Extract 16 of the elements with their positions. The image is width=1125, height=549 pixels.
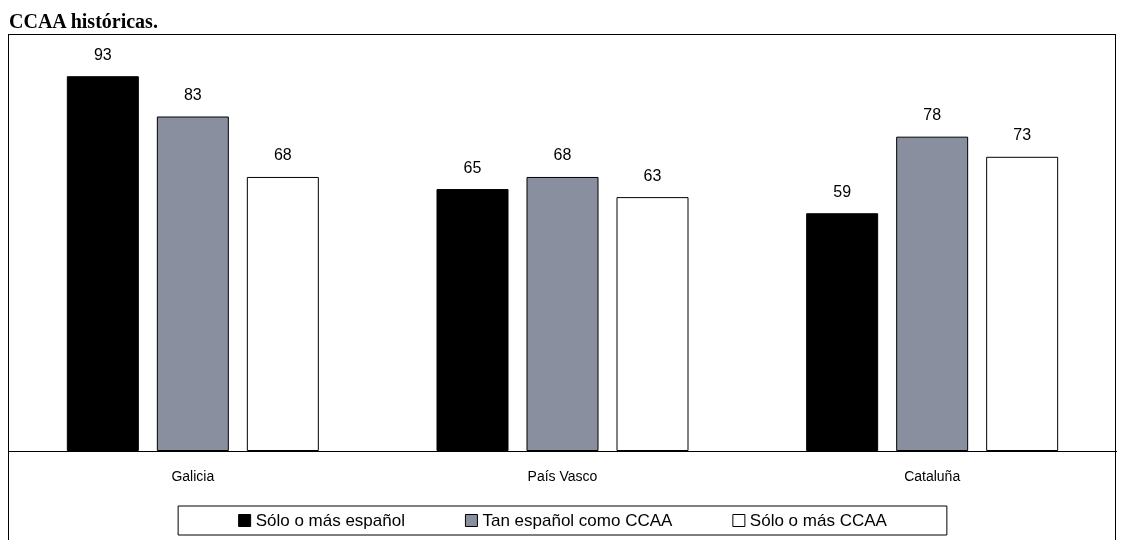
x-tick-label: País Vasco <box>527 468 598 484</box>
data-label: 93 <box>93 45 112 63</box>
legend-label: Sólo o más CCAA <box>749 511 888 530</box>
x-tick-label: Galicia <box>171 468 215 484</box>
data-label: 78 <box>923 106 942 124</box>
legend-label: Sólo o más español <box>255 511 405 530</box>
legend-label: Tan español como CCAA <box>482 511 674 530</box>
data-label: 68 <box>273 146 292 164</box>
data-label: 65 <box>463 158 482 176</box>
data-label: 68 <box>553 146 572 164</box>
data-label: 59 <box>833 182 852 200</box>
chart-title: CCAA históricas. <box>9 10 158 32</box>
data-label: 83 <box>183 86 202 104</box>
data-label: 73 <box>1013 126 1032 144</box>
data-label: 63 <box>643 166 662 184</box>
x-tick-label: Cataluña <box>904 468 961 484</box>
